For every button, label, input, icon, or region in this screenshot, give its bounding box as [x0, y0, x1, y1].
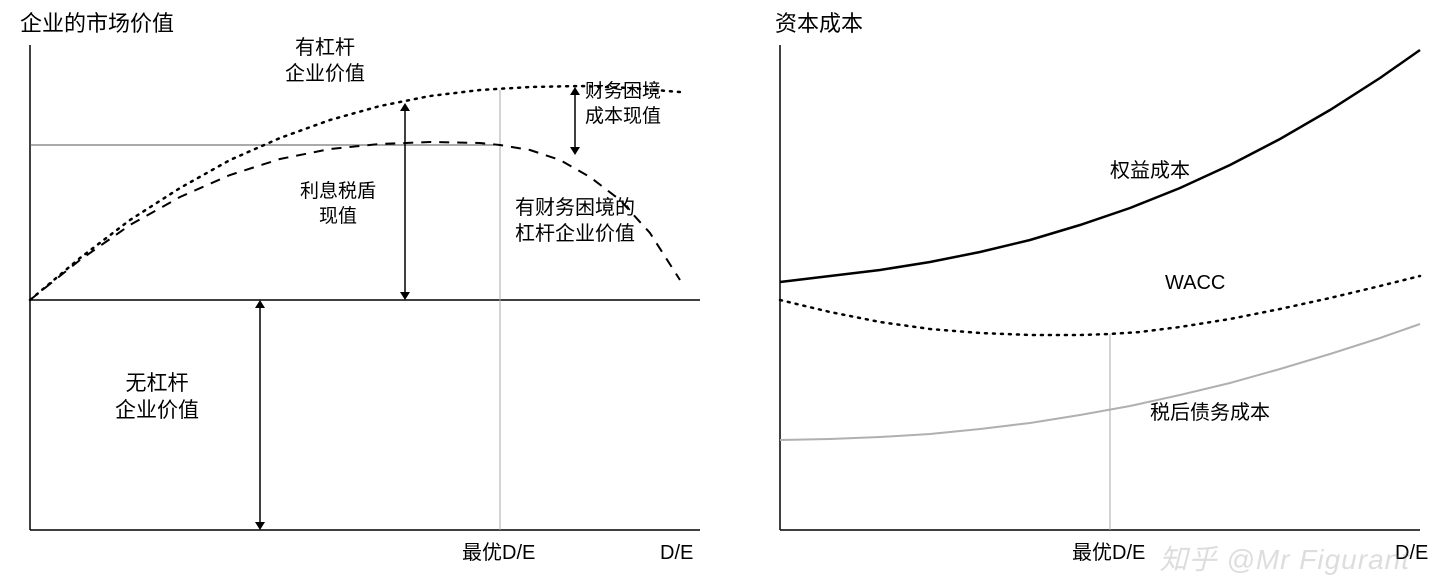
wacc-label: WACC — [1165, 270, 1225, 296]
left-chart: 企业的市场价值 有杠杆企业价值 财务困境成本现值 利息税盾现值 有财务困境的杠杆… — [0, 0, 720, 588]
watermark: 知乎 @Mr Figurant — [1160, 538, 1410, 578]
levered-value-label: 有杠杆企业价值 — [285, 35, 365, 87]
right-chart-title: 资本成本 — [775, 10, 863, 39]
right-xtick-label: 最优D/E — [1072, 540, 1145, 566]
distress-cost-label: 财务困境成本现值 — [585, 80, 661, 129]
levered-distress-label: 有财务困境的杠杆企业价值 — [515, 195, 635, 247]
left-chart-title: 企业的市场价值 — [20, 10, 174, 39]
tax-shield-label: 利息税盾现值 — [300, 180, 376, 229]
left-xaxis-label: D/E — [660, 540, 693, 566]
equity-cost-label: 权益成本 — [1110, 158, 1190, 184]
left-xtick-label: 最优D/E — [462, 540, 535, 566]
debt-cost-label: 税后债务成本 — [1150, 400, 1270, 426]
right-chart — [720, 0, 1440, 588]
unlevered-label: 无杠杆企业价值 — [115, 370, 199, 425]
